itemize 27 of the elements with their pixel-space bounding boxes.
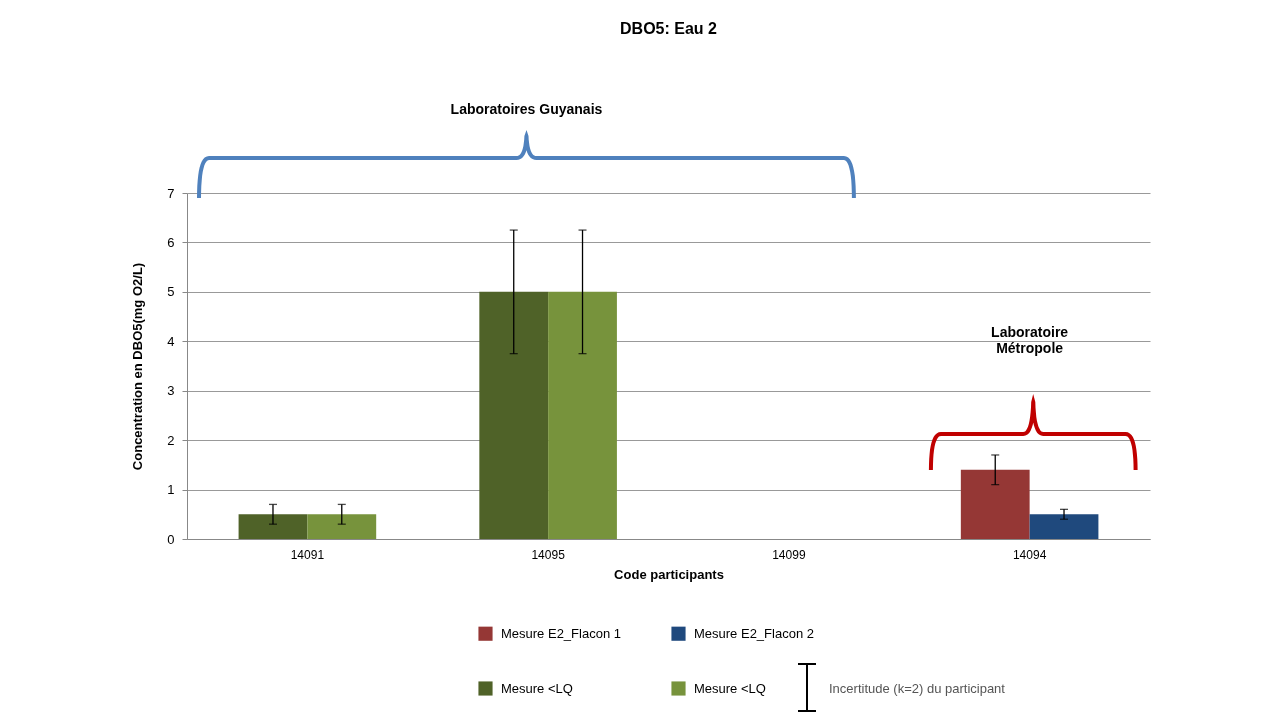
- x-axis-title: Code participants: [614, 566, 724, 582]
- y-tick-label: 5: [167, 284, 175, 300]
- bar: [238, 514, 308, 539]
- y-tick-label: 4: [167, 333, 175, 349]
- bar: [307, 514, 377, 539]
- y-tick-label: 7: [167, 185, 175, 201]
- y-tick-label: 1: [167, 482, 175, 498]
- x-tick-label: 14091: [290, 547, 325, 562]
- x-tick-label: 14094: [1012, 547, 1047, 562]
- chart-title: DBO5: Eau 2: [620, 20, 718, 37]
- bar: [479, 291, 549, 539]
- legend-label: Mesure <LQ: [694, 680, 766, 696]
- y-tick-label: 6: [167, 234, 175, 250]
- x-tick-label: 14099: [772, 547, 806, 562]
- y-tick-label: 3: [167, 383, 175, 399]
- y-axis-title: Concentration en DBO5(mg O2/L): [130, 262, 146, 471]
- y-tick-label: 2: [167, 432, 175, 448]
- text: Laboratoires Guyanais: [449, 101, 604, 117]
- x-tick-label: 14095: [531, 547, 566, 562]
- legend-label: Mesure E2_Flacon 1: [501, 625, 621, 641]
- legend-label: Mesure <LQ: [501, 680, 573, 696]
- bar: [548, 291, 617, 539]
- bar: [1029, 514, 1099, 539]
- y-tick-label: 0: [167, 531, 175, 547]
- text: Incertitude (k=2) du participant: [829, 681, 1005, 696]
- legend-label: Mesure E2_Flacon 2: [694, 625, 814, 641]
- annotation: Laboratoire Métropole: [990, 324, 1070, 356]
